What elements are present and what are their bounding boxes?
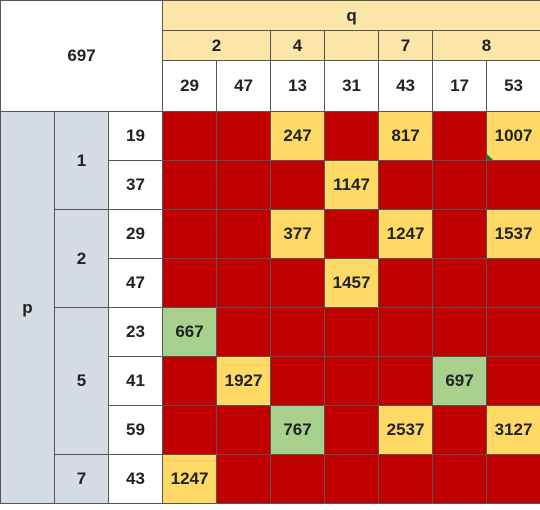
product-cell[interactable] xyxy=(324,454,380,504)
product-cell[interactable] xyxy=(216,405,272,455)
product-cell[interactable] xyxy=(432,405,488,455)
product-cell[interactable] xyxy=(486,307,540,357)
product-cell[interactable] xyxy=(162,356,218,406)
product-cell[interactable] xyxy=(324,209,380,259)
product-cell[interactable]: 1247 xyxy=(162,454,218,504)
p-value-header[interactable]: 43 xyxy=(107,454,164,504)
corner-label[interactable]: 697 xyxy=(0,0,164,112)
product-cell[interactable] xyxy=(378,454,434,504)
product-cell[interactable] xyxy=(216,454,272,504)
product-cell[interactable] xyxy=(216,307,272,357)
q-value-header[interactable]: 13 xyxy=(270,60,326,112)
product-cell[interactable]: 817 xyxy=(378,111,434,161)
q-group-header[interactable]: 8 xyxy=(432,30,540,61)
q-value-header[interactable]: 47 xyxy=(216,60,272,112)
p-value-header[interactable]: 41 xyxy=(107,356,164,406)
product-cell[interactable] xyxy=(162,111,218,161)
product-cell[interactable]: 667 xyxy=(162,307,218,357)
p-value-header[interactable]: 29 xyxy=(107,209,164,259)
q-group-header[interactable]: 2 xyxy=(162,30,272,61)
product-cell[interactable] xyxy=(486,258,540,308)
p-row: 41 1927 697 xyxy=(1,356,540,406)
q-group-header[interactable]: 7 xyxy=(378,30,434,61)
product-cell[interactable] xyxy=(162,405,218,455)
product-cell[interactable]: 1247 xyxy=(378,209,434,259)
q-group-header[interactable]: 4 xyxy=(270,30,326,61)
q-axis-label[interactable]: q xyxy=(162,0,540,31)
product-cell[interactable] xyxy=(486,454,540,504)
p-group-header[interactable]: 5 xyxy=(54,307,109,455)
p-row: 7 43 1247 xyxy=(1,454,540,504)
product-cell[interactable] xyxy=(270,160,326,210)
product-cell[interactable] xyxy=(324,356,380,406)
product-cell[interactable]: 767 xyxy=(270,405,326,455)
product-cell[interactable]: 1007 xyxy=(486,111,540,161)
p-row: p 1 19 247 817 1007 xyxy=(0,111,540,504)
p-group-header[interactable]: 2 xyxy=(54,209,109,308)
product-cell[interactable]: 1927 xyxy=(216,356,272,406)
p-row: 59 767 2537 3127 xyxy=(1,405,540,455)
q-value-header[interactable]: 29 xyxy=(162,60,218,112)
product-cell[interactable]: 1457 xyxy=(324,258,380,308)
product-cell[interactable]: 1147 xyxy=(324,160,380,210)
p-value-header[interactable]: 19 xyxy=(107,111,164,161)
q-group-header[interactable] xyxy=(324,30,380,61)
q-value-header[interactable]: 53 xyxy=(486,60,540,112)
product-cell[interactable] xyxy=(486,160,540,210)
product-cell[interactable] xyxy=(270,356,326,406)
product-cell[interactable] xyxy=(324,111,380,161)
product-cell[interactable] xyxy=(324,405,380,455)
product-cell[interactable]: 377 xyxy=(270,209,326,259)
product-cell[interactable] xyxy=(378,160,434,210)
product-cell[interactable]: 2537 xyxy=(378,405,434,455)
p-axis-label[interactable]: p xyxy=(0,111,55,504)
product-cell[interactable]: 247 xyxy=(270,111,326,161)
product-cell[interactable] xyxy=(432,307,488,357)
product-cell[interactable] xyxy=(162,258,218,308)
product-cell[interactable] xyxy=(486,356,540,406)
product-cell[interactable] xyxy=(216,111,272,161)
p-value-header[interactable]: 47 xyxy=(107,258,164,308)
product-cell[interactable] xyxy=(378,258,434,308)
product-cell[interactable] xyxy=(162,160,218,210)
p-row: 2 29 377 1247 1537 xyxy=(1,209,540,308)
product-cell[interactable] xyxy=(270,258,326,308)
p-row: 47 1457 xyxy=(1,258,540,308)
q-value-header[interactable]: 31 xyxy=(324,60,380,112)
product-cell[interactable] xyxy=(216,160,272,210)
product-cell[interactable] xyxy=(378,307,434,357)
q-value-row: 29 47 13 31 43 17 53 xyxy=(1,60,540,112)
product-cell[interactable] xyxy=(162,209,218,259)
product-cell[interactable] xyxy=(270,454,326,504)
product-cell[interactable] xyxy=(432,111,488,161)
product-cell[interactable] xyxy=(432,160,488,210)
product-cell[interactable] xyxy=(432,454,488,504)
product-cell[interactable]: 697 xyxy=(432,356,488,406)
q-value-header[interactable]: 43 xyxy=(378,60,434,112)
p-value-header[interactable]: 23 xyxy=(107,307,164,357)
product-cell[interactable] xyxy=(216,258,272,308)
product-cell[interactable] xyxy=(432,258,488,308)
p-row: 5 23 667 xyxy=(1,307,540,455)
product-cell[interactable] xyxy=(216,209,272,259)
product-cell[interactable] xyxy=(432,209,488,259)
q-value-header[interactable]: 17 xyxy=(432,60,488,112)
product-cell[interactable] xyxy=(270,307,326,357)
p-group-header[interactable]: 1 xyxy=(54,111,109,210)
p-value-header[interactable]: 59 xyxy=(107,405,164,455)
product-cell[interactable] xyxy=(378,356,434,406)
p-row: 37 1147 xyxy=(1,160,540,210)
p-group-header[interactable]: 7 xyxy=(54,454,109,504)
product-cell[interactable]: 1537 xyxy=(486,209,540,259)
product-cell[interactable]: 3127 xyxy=(486,405,540,455)
product-cell[interactable] xyxy=(324,307,380,357)
q-label-row: 697 q xyxy=(0,0,540,112)
p-value-header[interactable]: 37 xyxy=(107,160,164,210)
